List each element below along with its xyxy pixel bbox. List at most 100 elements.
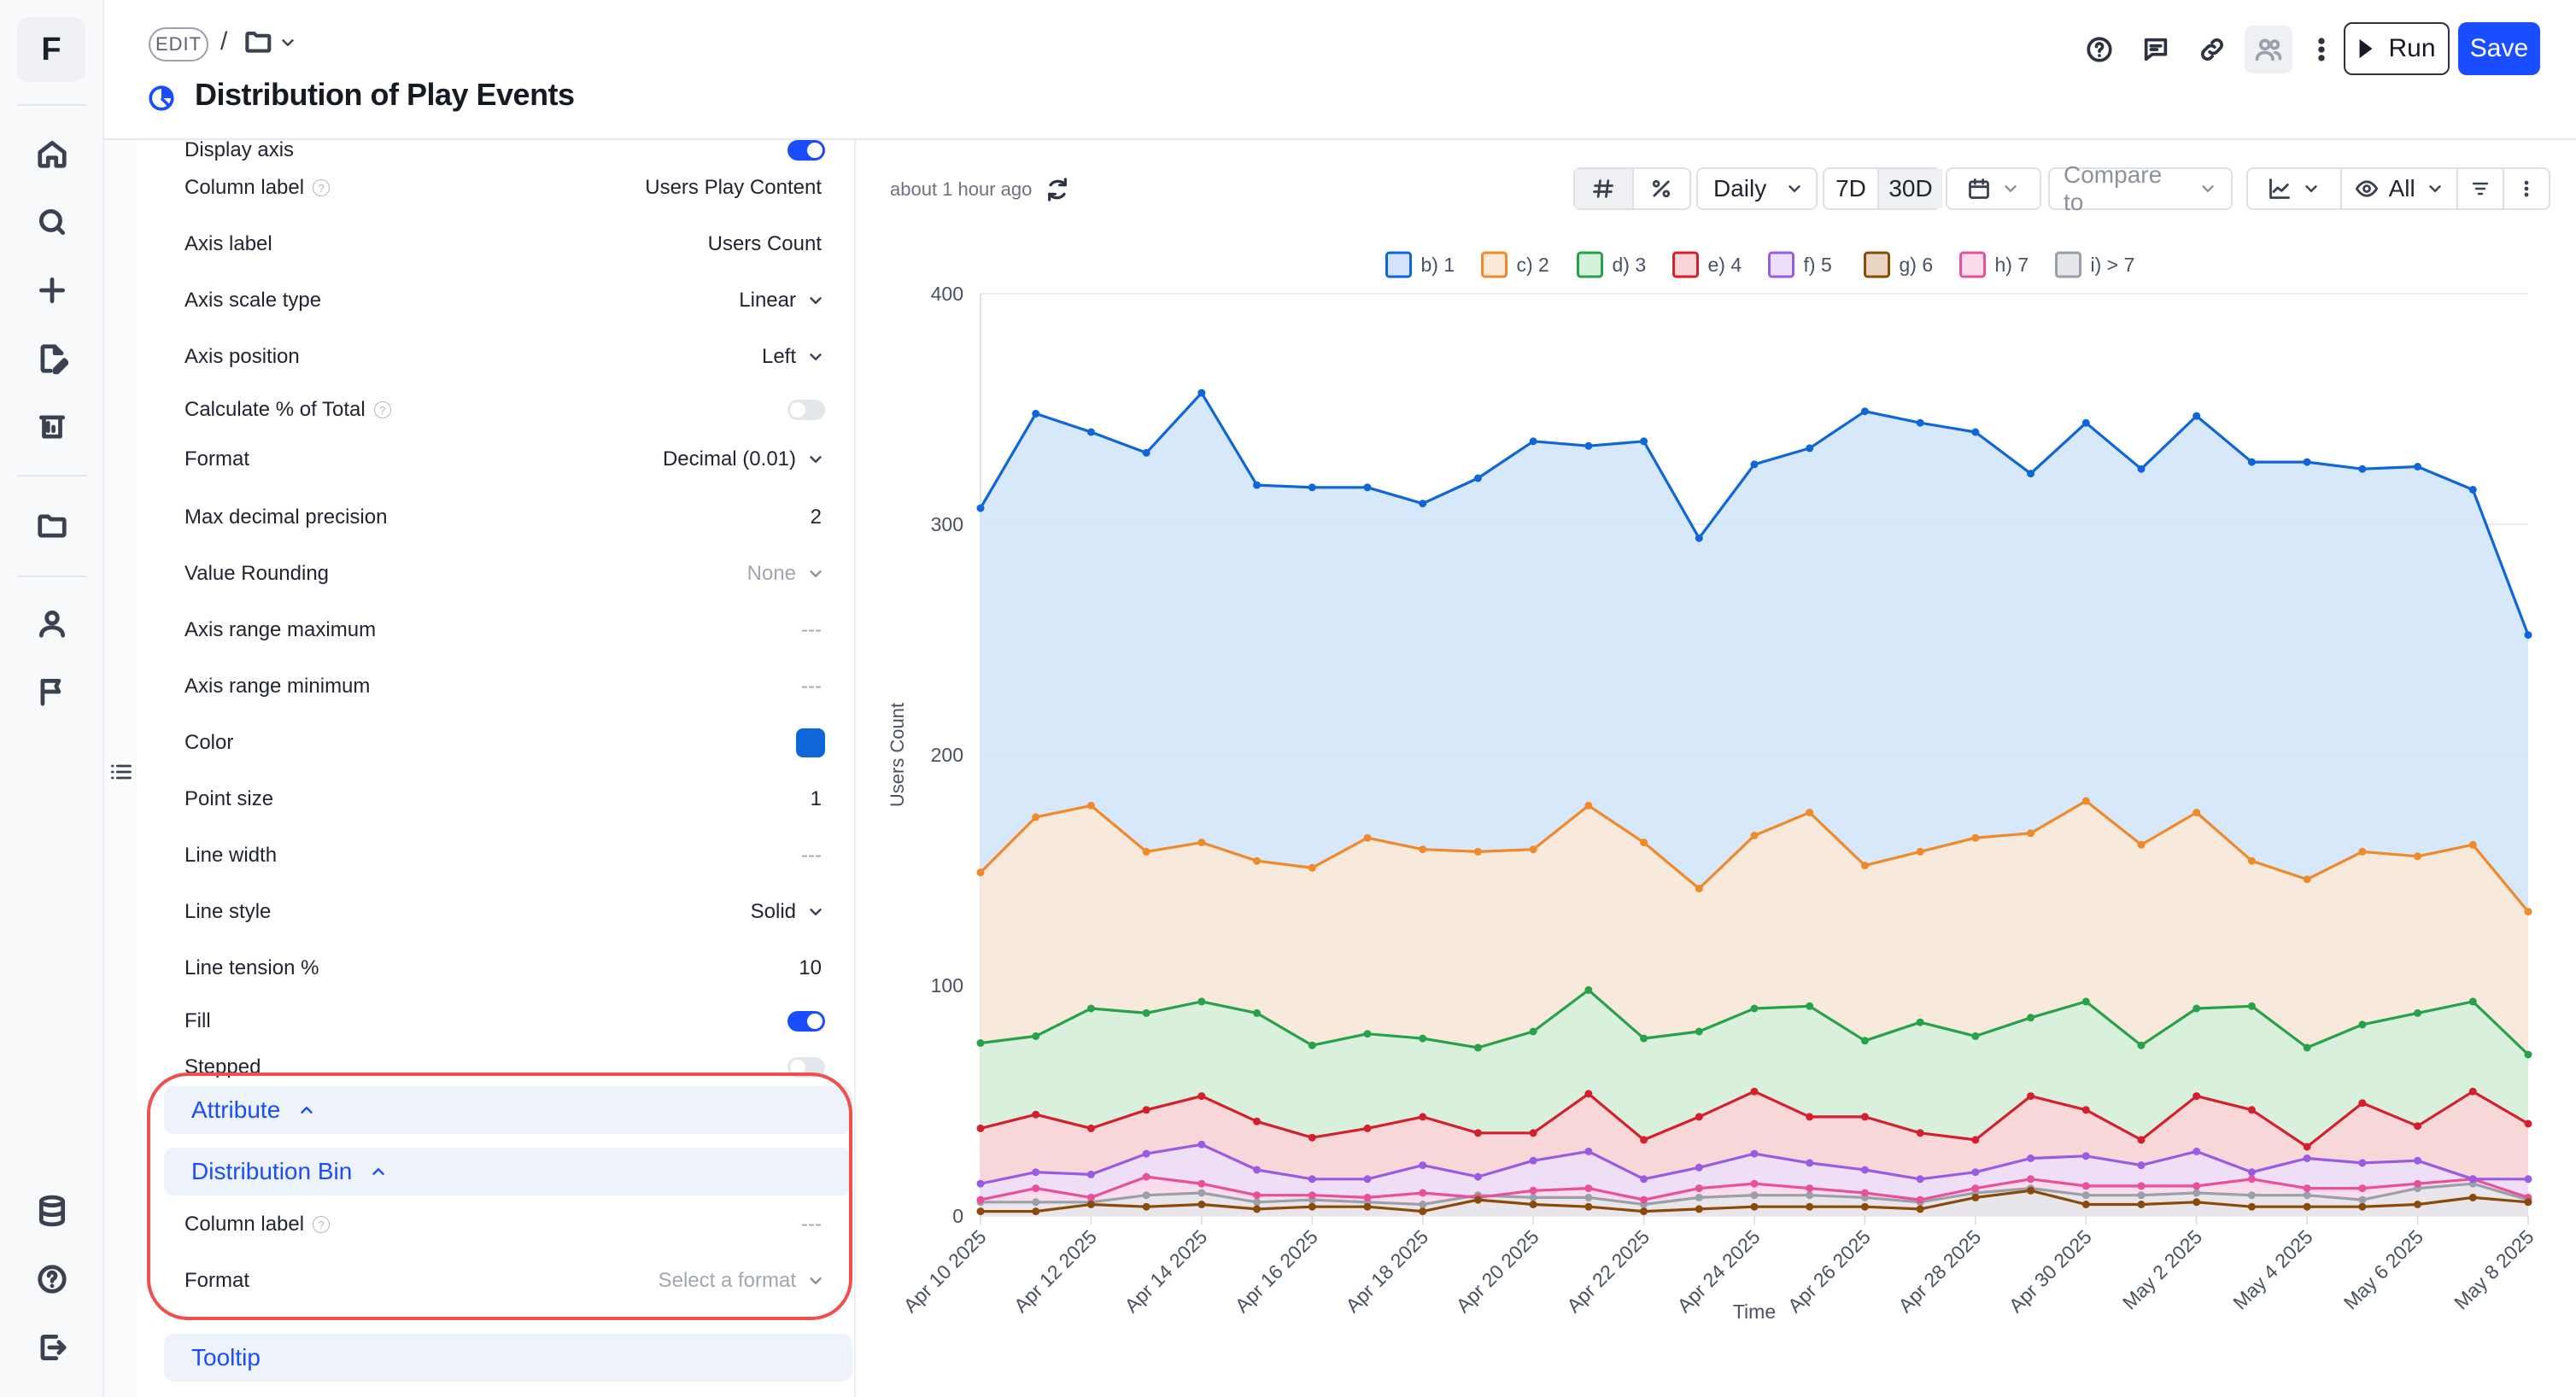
data-point[interactable]: [1032, 409, 1040, 418]
data-point[interactable]: [1806, 1113, 1814, 1121]
data-point[interactable]: [976, 1207, 985, 1216]
data-point[interactable]: [1584, 1090, 1593, 1098]
line-width-input[interactable]: ---: [801, 844, 822, 868]
data-point[interactable]: [1032, 1110, 1040, 1119]
line-tension-input[interactable]: 10: [799, 956, 822, 980]
section-attribute[interactable]: Attribute: [164, 1086, 852, 1134]
data-point[interactable]: [1971, 833, 1980, 842]
data-point[interactable]: [2414, 1201, 2422, 1208]
stepped-toggle[interactable]: [787, 1057, 825, 1078]
data-point[interactable]: [1253, 1166, 1262, 1174]
data-point[interactable]: [2524, 1175, 2532, 1184]
breadcrumb-folder-dropdown[interactable]: [244, 26, 313, 60]
data-point[interactable]: [1640, 839, 1648, 847]
chart-type-select[interactable]: [2248, 169, 2340, 208]
data-point[interactable]: [2358, 1099, 2367, 1108]
help-icon[interactable]: [2075, 26, 2123, 73]
legend-item-b) 1[interactable]: b) 1: [1385, 251, 1455, 278]
home-icon[interactable]: [22, 126, 82, 181]
data-point[interactable]: [1197, 997, 1206, 1006]
data-point[interactable]: [1806, 1159, 1814, 1167]
data-point[interactable]: [2027, 829, 2035, 838]
axis-range-maximum-input[interactable]: ---: [801, 618, 822, 642]
data-point[interactable]: [2193, 1182, 2201, 1190]
range-30d-button[interactable]: 30D: [1877, 169, 1942, 208]
data-point[interactable]: [1086, 801, 1095, 810]
data-point[interactable]: [1086, 428, 1095, 436]
data-point[interactable]: [1584, 801, 1593, 810]
data-point[interactable]: [1806, 444, 1814, 453]
user-icon[interactable]: [22, 596, 82, 651]
data-point[interactable]: [1916, 1205, 1924, 1213]
data-point[interactable]: [2081, 1201, 2090, 1208]
data-point[interactable]: [1419, 1113, 1427, 1121]
data-point[interactable]: [2414, 1008, 2422, 1017]
refresh-icon[interactable]: [1044, 176, 1071, 203]
info-icon[interactable]: ?: [313, 179, 331, 196]
data-point[interactable]: [2414, 852, 2422, 861]
display-axis-toggle[interactable]: [787, 140, 825, 161]
data-point[interactable]: [2137, 1201, 2146, 1208]
legend-item-e) 4[interactable]: e) 4: [1672, 251, 1742, 278]
data-point[interactable]: [1308, 1202, 1316, 1211]
calculate-of-total-toggle[interactable]: [787, 400, 825, 420]
data-point[interactable]: [1197, 1179, 1206, 1188]
data-point[interactable]: [1916, 847, 1924, 856]
data-point[interactable]: [2193, 809, 2201, 816]
data-point[interactable]: [976, 1039, 985, 1047]
data-point[interactable]: [1032, 1184, 1040, 1193]
compare-to-select[interactable]: Compare to: [2048, 161, 2233, 215]
data-point[interactable]: [2414, 463, 2422, 471]
data-point[interactable]: [1419, 500, 1427, 508]
data-point[interactable]: [2358, 847, 2367, 856]
data-point[interactable]: [1971, 1193, 1980, 1201]
data-point[interactable]: [1860, 1037, 1869, 1045]
data-point[interactable]: [1971, 1032, 1980, 1040]
data-point[interactable]: [1529, 845, 1537, 854]
axis-position-select[interactable]: Left: [762, 345, 825, 369]
data-point[interactable]: [1750, 1191, 1759, 1200]
legend-item-f) 5[interactable]: f) 5: [1768, 251, 1832, 278]
data-point[interactable]: [1750, 1179, 1759, 1188]
edit-doc-icon[interactable]: [22, 331, 82, 386]
data-point[interactable]: [2358, 465, 2367, 473]
data-point[interactable]: [1363, 483, 1372, 492]
legend-item-c) 2[interactable]: c) 2: [1481, 251, 1549, 278]
data-point[interactable]: [1308, 1191, 1316, 1200]
data-point[interactable]: [1860, 1166, 1869, 1174]
data-point[interactable]: [2193, 1004, 2201, 1013]
data-point[interactable]: [1419, 1034, 1427, 1043]
data-point[interactable]: [1860, 1113, 1869, 1121]
data-point[interactable]: [2193, 412, 2201, 420]
data-point[interactable]: [2303, 1184, 2311, 1193]
data-point[interactable]: [1253, 1191, 1262, 1200]
data-point[interactable]: [1695, 1184, 1703, 1193]
data-point[interactable]: [1916, 1018, 1924, 1026]
data-point[interactable]: [2358, 1184, 2367, 1193]
data-point[interactable]: [1806, 1002, 1814, 1010]
data-point[interactable]: [2027, 1092, 2035, 1101]
flag-icon[interactable]: [22, 664, 82, 719]
axis-scale-type-select[interactable]: Linear: [739, 289, 825, 313]
data-point[interactable]: [1473, 1043, 1482, 1052]
data-point[interactable]: [1253, 1117, 1262, 1125]
data-point[interactable]: [1086, 1004, 1095, 1013]
data-point[interactable]: [1142, 448, 1150, 457]
range-7d-button[interactable]: 7D: [1824, 169, 1877, 208]
data-point[interactable]: [2137, 840, 2146, 849]
data-point[interactable]: [2303, 1202, 2311, 1211]
data-point[interactable]: [2468, 1087, 2477, 1096]
data-point[interactable]: [1363, 1193, 1372, 1201]
data-point[interactable]: [1750, 460, 1759, 469]
plus-icon[interactable]: [22, 263, 82, 318]
data-point[interactable]: [2193, 1189, 2201, 1197]
data-point[interactable]: [1363, 1124, 1372, 1132]
data-point[interactable]: [1640, 1175, 1648, 1184]
data-point[interactable]: [2358, 1159, 2367, 1167]
date-picker[interactable]: [1946, 167, 2041, 210]
data-point[interactable]: [2414, 1179, 2422, 1188]
data-point[interactable]: [1363, 1202, 1372, 1211]
data-point[interactable]: [1419, 1201, 1427, 1208]
data-point[interactable]: [976, 868, 985, 877]
data-point[interactable]: [2303, 1154, 2311, 1162]
